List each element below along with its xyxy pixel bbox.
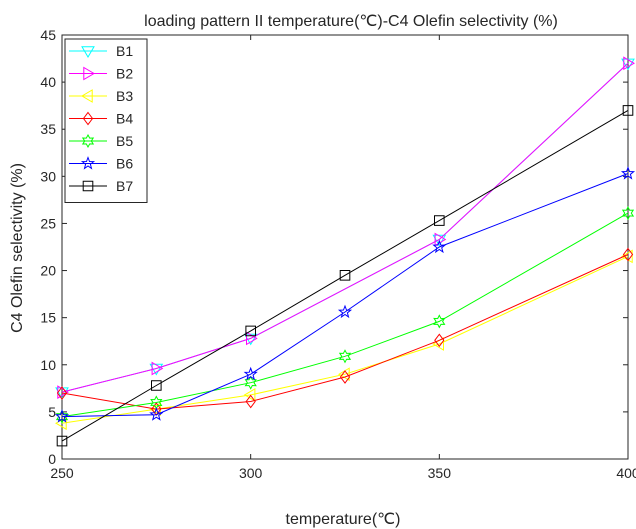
legend-marker [83, 66, 95, 81]
series-line-b5 [61, 212, 629, 418]
legend: B1 B2 B3 B4 B5 B6 B7 [64, 38, 148, 203]
data-point-b7 [622, 105, 634, 116]
y-tick-label: 25 [40, 215, 56, 231]
series-line-b6 [61, 173, 629, 418]
data-point-b4 [245, 394, 256, 409]
y-tick-label: 0 [48, 451, 56, 467]
data-point-b6 [620, 166, 636, 180]
y-tick-label: 10 [40, 357, 56, 373]
y-tick-label: 30 [40, 168, 56, 184]
data-point-b7 [151, 380, 162, 391]
data-point-b5 [433, 314, 446, 329]
data-point-b4 [339, 370, 351, 384]
data-point-b6 [149, 407, 164, 421]
legend-item-b1: B1 [69, 43, 133, 59]
data-point-b1 [621, 58, 635, 71]
data-point-b5 [338, 349, 352, 364]
legend-label: B4 [116, 111, 133, 127]
series-line-b7 [61, 109, 629, 442]
legend-label: B5 [116, 133, 133, 149]
legend-marker [80, 156, 96, 170]
legend-label: B6 [116, 156, 133, 172]
legend-item-b2: B2 [69, 66, 133, 82]
x-axis-label: temperature(℃) [286, 511, 401, 528]
data-point-b1 [55, 387, 69, 400]
y-tick-label: 20 [40, 263, 56, 279]
legend-marker [81, 46, 95, 58]
legend-label: B2 [116, 66, 133, 82]
series-b6 [54, 166, 636, 423]
legend-label: B1 [116, 43, 133, 59]
data-point-b7 [56, 435, 68, 447]
y-tick-label: 15 [40, 310, 56, 326]
series-line-b2 [61, 62, 629, 393]
data-point-b2 [623, 56, 635, 71]
y-tick-label: 40 [40, 74, 56, 90]
data-point-b5 [621, 206, 635, 221]
series-b5 [55, 206, 635, 424]
data-point-b5 [244, 375, 257, 390]
data-point-b5 [55, 409, 69, 424]
legend-item-b3: B3 [69, 88, 133, 104]
data-point-b6 [54, 409, 70, 423]
series-b7 [56, 105, 634, 447]
plot-area [62, 35, 628, 459]
x-tick-label: 350 [428, 465, 452, 481]
legend-marker [81, 133, 95, 149]
series-layer [54, 56, 636, 447]
legend-item-b6: B6 [69, 156, 133, 172]
data-point-b6 [243, 366, 258, 381]
y-tick-label: 45 [40, 27, 56, 43]
legend-box [64, 38, 148, 203]
legend-item-b7: B7 [69, 178, 133, 194]
y-tick-label: 5 [48, 404, 56, 420]
data-point-b4 [622, 247, 634, 262]
series-b4 [56, 247, 634, 416]
legend-item-b4: B4 [69, 111, 133, 127]
y-axis-label: C4 Olefin selectivity (%) [9, 163, 26, 333]
series-line-b4 [61, 254, 629, 410]
data-point-b6 [432, 239, 447, 254]
x-tick-label: 400 [616, 465, 636, 481]
legend-label: B3 [116, 88, 133, 104]
data-point-b1 [432, 234, 447, 247]
series-line-b3 [61, 255, 629, 424]
legend-marker [82, 111, 94, 126]
data-point-b7 [339, 270, 351, 281]
data-point-b7 [245, 325, 256, 337]
data-point-b4 [56, 386, 68, 400]
x-tick-label: 300 [239, 465, 263, 481]
axes: 0 5 10 15 20 25 30 35 40 45 250 300 350 400 [40, 27, 636, 481]
legend-label: B7 [116, 178, 133, 194]
data-point-b4 [434, 333, 445, 348]
data-point-b7 [434, 215, 445, 226]
legend-item-b5: B5 [69, 133, 133, 149]
chart-title: loading pattern II temperature(℃)-C4 Ole… [144, 13, 558, 30]
legend-marker [82, 180, 94, 192]
plot-box [61, 34, 629, 460]
data-point-b6 [337, 304, 353, 319]
x-tick-label: 250 [50, 465, 74, 481]
y-tick-label: 35 [40, 121, 56, 137]
legend-marker [81, 89, 93, 103]
data-point-b2 [151, 361, 164, 376]
data-point-b3 [243, 388, 256, 402]
